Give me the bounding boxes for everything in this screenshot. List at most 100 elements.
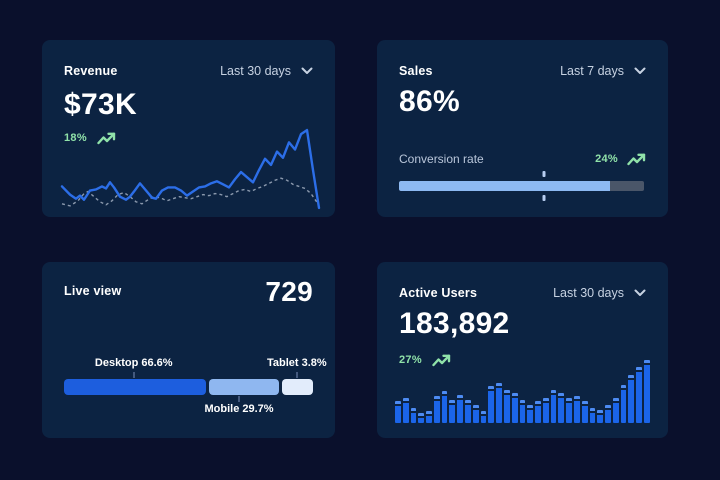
- revenue-range-dropdown[interactable]: Last 30 days: [220, 64, 313, 78]
- sales-card: Sales Last 7 days 86% Conversion rate 24…: [377, 40, 668, 217]
- bar-body: [581, 405, 588, 423]
- bar-body: [535, 405, 541, 423]
- sales-range-label: Last 7 days: [560, 64, 624, 78]
- device-share-stacked-bar: [64, 379, 313, 395]
- active-users-title: Active Users: [399, 286, 478, 300]
- bar-body: [395, 405, 401, 423]
- bar: [418, 412, 425, 423]
- segment-desktop: [64, 379, 206, 395]
- bar-cap: [542, 397, 549, 401]
- conversion-delta: 24%: [595, 153, 646, 166]
- bar: [519, 399, 526, 423]
- bar-body: [402, 402, 409, 423]
- bar-cap: [433, 395, 440, 399]
- bar-body: [605, 409, 611, 423]
- sales-range-dropdown[interactable]: Last 7 days: [560, 64, 646, 78]
- bar-cap: [457, 395, 464, 399]
- bar-body: [636, 371, 642, 423]
- revenue-delta-text: 18%: [64, 132, 87, 144]
- desktop-share-label: Desktop 66.6%: [94, 357, 173, 369]
- bar: [620, 385, 627, 423]
- bar-body: [558, 397, 565, 423]
- bar: [465, 399, 471, 423]
- bar: [457, 395, 464, 423]
- bar-cap: [550, 390, 557, 394]
- active-users-header: Active Users Last 30 days: [377, 262, 668, 300]
- device-share-chart: Desktop 66.6% Tablet 3.8% Mobile 29.7%: [64, 357, 327, 417]
- bar: [636, 366, 642, 423]
- bar-body: [644, 365, 650, 423]
- bar: [589, 407, 596, 423]
- bar: [426, 411, 432, 423]
- bar: [535, 400, 541, 423]
- bar-cap: [535, 400, 541, 404]
- bar-cap: [511, 392, 518, 396]
- chevron-down-icon: [634, 289, 646, 297]
- bar-body: [449, 404, 456, 423]
- trend-up-icon: [432, 354, 451, 367]
- mobile-share-label: Mobile 29.7%: [204, 403, 274, 415]
- revenue-title: Revenue: [64, 64, 118, 78]
- bar-cap: [480, 411, 487, 415]
- bar-body: [573, 400, 580, 423]
- bar: [395, 400, 401, 423]
- bar-cap: [472, 404, 479, 408]
- bar-cap: [465, 399, 471, 403]
- bar-cap: [589, 407, 596, 411]
- bar-cap: [573, 395, 580, 399]
- revenue-delta: 18%: [42, 132, 335, 145]
- bar-body: [472, 409, 479, 423]
- active-users-card: Active Users Last 30 days 183,892 27%: [377, 262, 668, 438]
- bar: [410, 407, 417, 423]
- bar-body: [550, 395, 557, 423]
- line-series-current-period: [62, 130, 319, 208]
- bar-body: [418, 417, 425, 423]
- bar-cap: [566, 397, 572, 401]
- live-view-title: Live view: [64, 284, 122, 298]
- bar-cap: [527, 404, 534, 408]
- bar: [612, 397, 619, 423]
- tablet-tick: [295, 372, 298, 378]
- active-users-range-dropdown[interactable]: Last 30 days: [553, 286, 646, 300]
- bar-body: [597, 414, 604, 423]
- bar: [644, 360, 650, 423]
- bar: [496, 383, 502, 423]
- conversion-delta-text: 24%: [595, 153, 618, 165]
- live-view-card: Live view 729 Desktop 66.6% Tablet 3.8% …: [42, 262, 335, 438]
- revenue-value: $73K: [64, 88, 137, 121]
- trend-up-icon: [97, 132, 116, 145]
- active-users-value: 183,892: [399, 307, 510, 340]
- bar: [488, 385, 495, 423]
- bar-cap: [488, 385, 495, 389]
- conversion-progress-bar: [399, 171, 644, 201]
- chevron-down-icon: [634, 67, 646, 75]
- active-users-bar-chart: [395, 360, 650, 423]
- bar-cap: [496, 383, 502, 387]
- revenue-range-label: Last 30 days: [220, 64, 291, 78]
- bar-cap: [395, 400, 401, 404]
- bar: [480, 411, 487, 423]
- bar-cap: [402, 397, 409, 401]
- bar-cap: [449, 399, 456, 403]
- bar: [550, 390, 557, 423]
- bar-cap: [441, 390, 448, 394]
- bar-cap: [558, 392, 565, 396]
- bar-body: [426, 416, 432, 423]
- bar-body: [441, 395, 448, 423]
- bar-body: [542, 402, 549, 423]
- bar-body: [410, 412, 417, 423]
- live-view-value: 729: [265, 276, 313, 307]
- bar-cap: [503, 390, 510, 394]
- revenue-card-header: Revenue Last 30 days: [42, 40, 335, 78]
- progress-marker-tick: [542, 195, 546, 201]
- segment-tablet: [282, 379, 313, 395]
- bar: [472, 404, 479, 423]
- bar: [527, 404, 534, 423]
- bar: [597, 409, 604, 423]
- device-ticks-bottom: [64, 395, 313, 403]
- live-view-header: Live view 729: [42, 262, 335, 308]
- bar-body: [457, 400, 464, 423]
- bar-cap: [519, 399, 526, 403]
- device-ticks-top: [64, 371, 313, 379]
- bar-body: [480, 416, 487, 423]
